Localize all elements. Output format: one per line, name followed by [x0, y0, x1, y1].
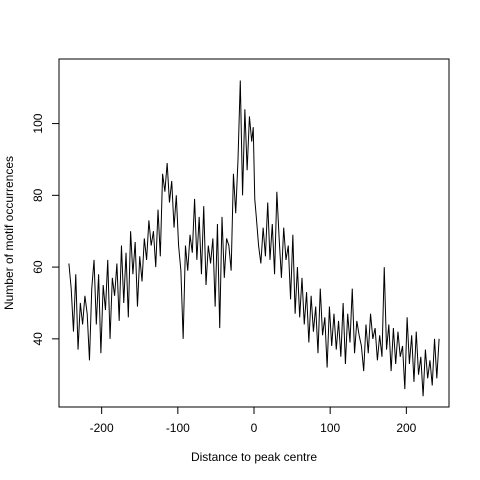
y-tick-label: 60: [31, 260, 45, 274]
x-tick-label: -100: [166, 421, 190, 435]
y-axis-title: Number of motif occurrences: [2, 156, 16, 310]
x-tick-label: -200: [90, 421, 114, 435]
y-axis: 40 60 80 100: [31, 113, 60, 346]
y-tick-label: 40: [31, 332, 45, 346]
y-tick-label: 80: [31, 188, 45, 202]
x-axis-title: Distance to peak centre: [191, 450, 317, 464]
x-tick-label: 200: [396, 421, 416, 435]
y-tick-label: 100: [31, 113, 45, 133]
x-axis: -200 -100 0 100 200: [90, 406, 417, 435]
series-line: [68, 80, 440, 397]
x-tick-label: 100: [320, 421, 340, 435]
x-tick-label: 0: [251, 421, 258, 435]
